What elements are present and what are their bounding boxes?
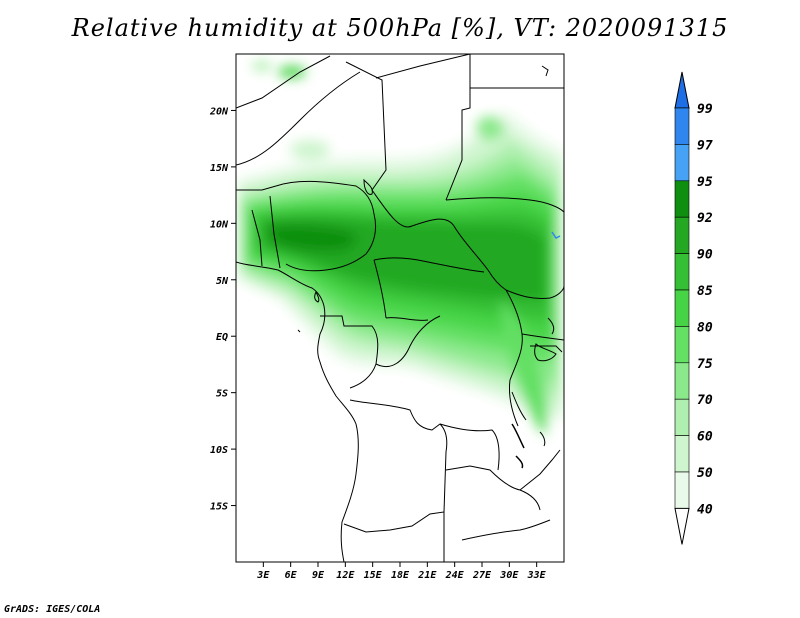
colorbar-segment [674,471,690,509]
map-title: Relative humidity at 500hPa [%], VT: 202… [71,14,729,42]
longitude-axis: 3E 6E 9E 12E 15E 18E 21E 24E 27E 30E 33E [256,562,547,581]
lon-tick-label: 18E [391,570,410,581]
latitude-axis: 20N 15N 10N 5N EQ 5S 10S 15S [209,106,236,513]
lat-tick-label: 5S [216,389,228,400]
lon-tick-label: 3E [256,570,270,581]
colorbar-label: 50 [697,466,713,481]
lat-tick-label: 15S [210,502,228,513]
lat-tick-label: 5N [216,276,229,287]
lon-tick-label: 27E [472,570,492,581]
colorbar-segment [674,398,690,436]
colorbar-segment [674,326,690,364]
colorbar-segment [674,107,690,145]
lat-tick-label: EQ [216,332,228,343]
lon-tick-label: 33E [527,570,547,581]
colorbar-label: 92 [697,211,713,226]
colorbar-label: 80 [697,320,713,335]
colorbar-label: 40 [697,502,713,517]
colorbar-segment [674,216,690,254]
colorbar-label: 85 [697,284,713,299]
water-body [551,231,561,239]
lat-tick-label: 20N [209,106,229,117]
colorbar-top-arrow [674,71,690,109]
country-boundaries [236,54,564,562]
humidity-shading [236,61,564,435]
colorbar-segment [674,144,690,182]
colorbar-segment [674,253,690,291]
lat-tick-label: 15N [210,163,229,174]
colorbar-label: 60 [697,430,713,445]
lon-tick-label: 21E [417,570,437,581]
colorbar-label: 90 [697,248,713,263]
colorbar-label: 75 [697,357,713,372]
colorbar: 99 97 95 92 90 85 80 75 70 60 50 40 [674,71,713,545]
lat-tick-label: 10S [210,445,228,456]
colorbar-label: 99 [697,102,713,117]
lon-tick-label: 12E [336,570,355,581]
lon-tick-label: 15E [364,570,383,581]
lon-tick-label: 30E [499,570,519,581]
grads-credit: GrADS: IGES/COLA [4,604,101,615]
colorbar-bottom-arrow [674,507,690,545]
lon-tick-label: 9E [312,570,325,581]
colorbar-label: 95 [697,175,713,190]
colorbar-segment [674,289,690,327]
colorbar-label: 70 [697,393,713,408]
colorbar-segment [674,180,690,218]
lon-tick-label: 24E [445,570,465,581]
lat-tick-label: 10N [210,219,229,230]
colorbar-label: 97 [697,138,713,153]
colorbar-segment [674,362,690,400]
lon-tick-label: 6E [285,570,298,581]
colorbar-segment [674,435,690,473]
